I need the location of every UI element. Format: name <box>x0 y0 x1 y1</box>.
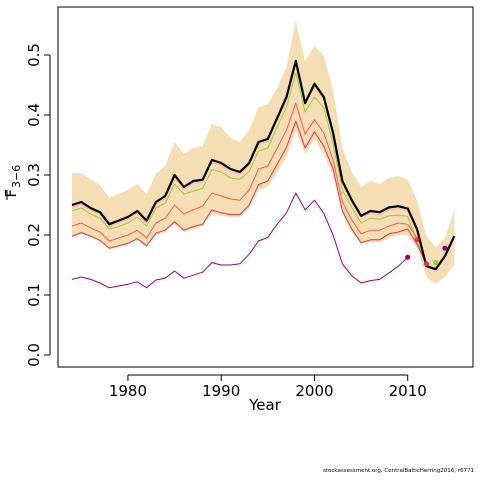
y-axis-title-subscript: 3−6 <box>10 165 23 188</box>
series-line-2 <box>71 62 408 228</box>
y-tick-label: 0.5 <box>25 43 43 67</box>
x-axis-title: Year <box>248 396 282 414</box>
y-tick-label: 0.0 <box>25 343 43 367</box>
x-tick-label: 1980 <box>109 382 147 400</box>
end-point-5 <box>442 245 448 251</box>
end-point-3 <box>423 261 429 267</box>
series-lines-layer <box>71 59 456 289</box>
y-axis-title: F 3−6 <box>2 165 23 200</box>
series-line-1 <box>71 59 456 271</box>
plot-frame <box>57 6 474 368</box>
footer-credit: stockassessment.org, CentralBalticHerrin… <box>323 468 474 474</box>
y-tick-label: 0.4 <box>25 103 43 127</box>
y-tick-label: 0.2 <box>25 223 43 247</box>
svg-text:F: F <box>2 189 20 198</box>
series-line-4 <box>71 102 418 242</box>
x-tick-label: 1990 <box>202 382 240 400</box>
x-tick-label: 2000 <box>295 382 333 400</box>
y-tick-label: 0.3 <box>25 163 43 187</box>
end-point-4 <box>433 260 439 266</box>
axes-layer: 1980 1990 2000 2010 0.0 0.1 0.2 0.3 0.4 0.5 <box>25 43 427 400</box>
series-line-6 <box>71 192 409 289</box>
end-point-1 <box>405 254 411 260</box>
y-tick-label: 0.1 <box>25 283 43 307</box>
end-point-2 <box>414 237 420 243</box>
end-points-layer <box>405 237 448 267</box>
confidence-band-layer <box>72 20 455 285</box>
series-line-3 <box>71 72 427 263</box>
y-axis-title-main: F <box>2 189 20 198</box>
confidence-band <box>72 20 455 285</box>
series-line-5 <box>71 120 427 265</box>
x-tick-label: 2010 <box>389 382 427 400</box>
